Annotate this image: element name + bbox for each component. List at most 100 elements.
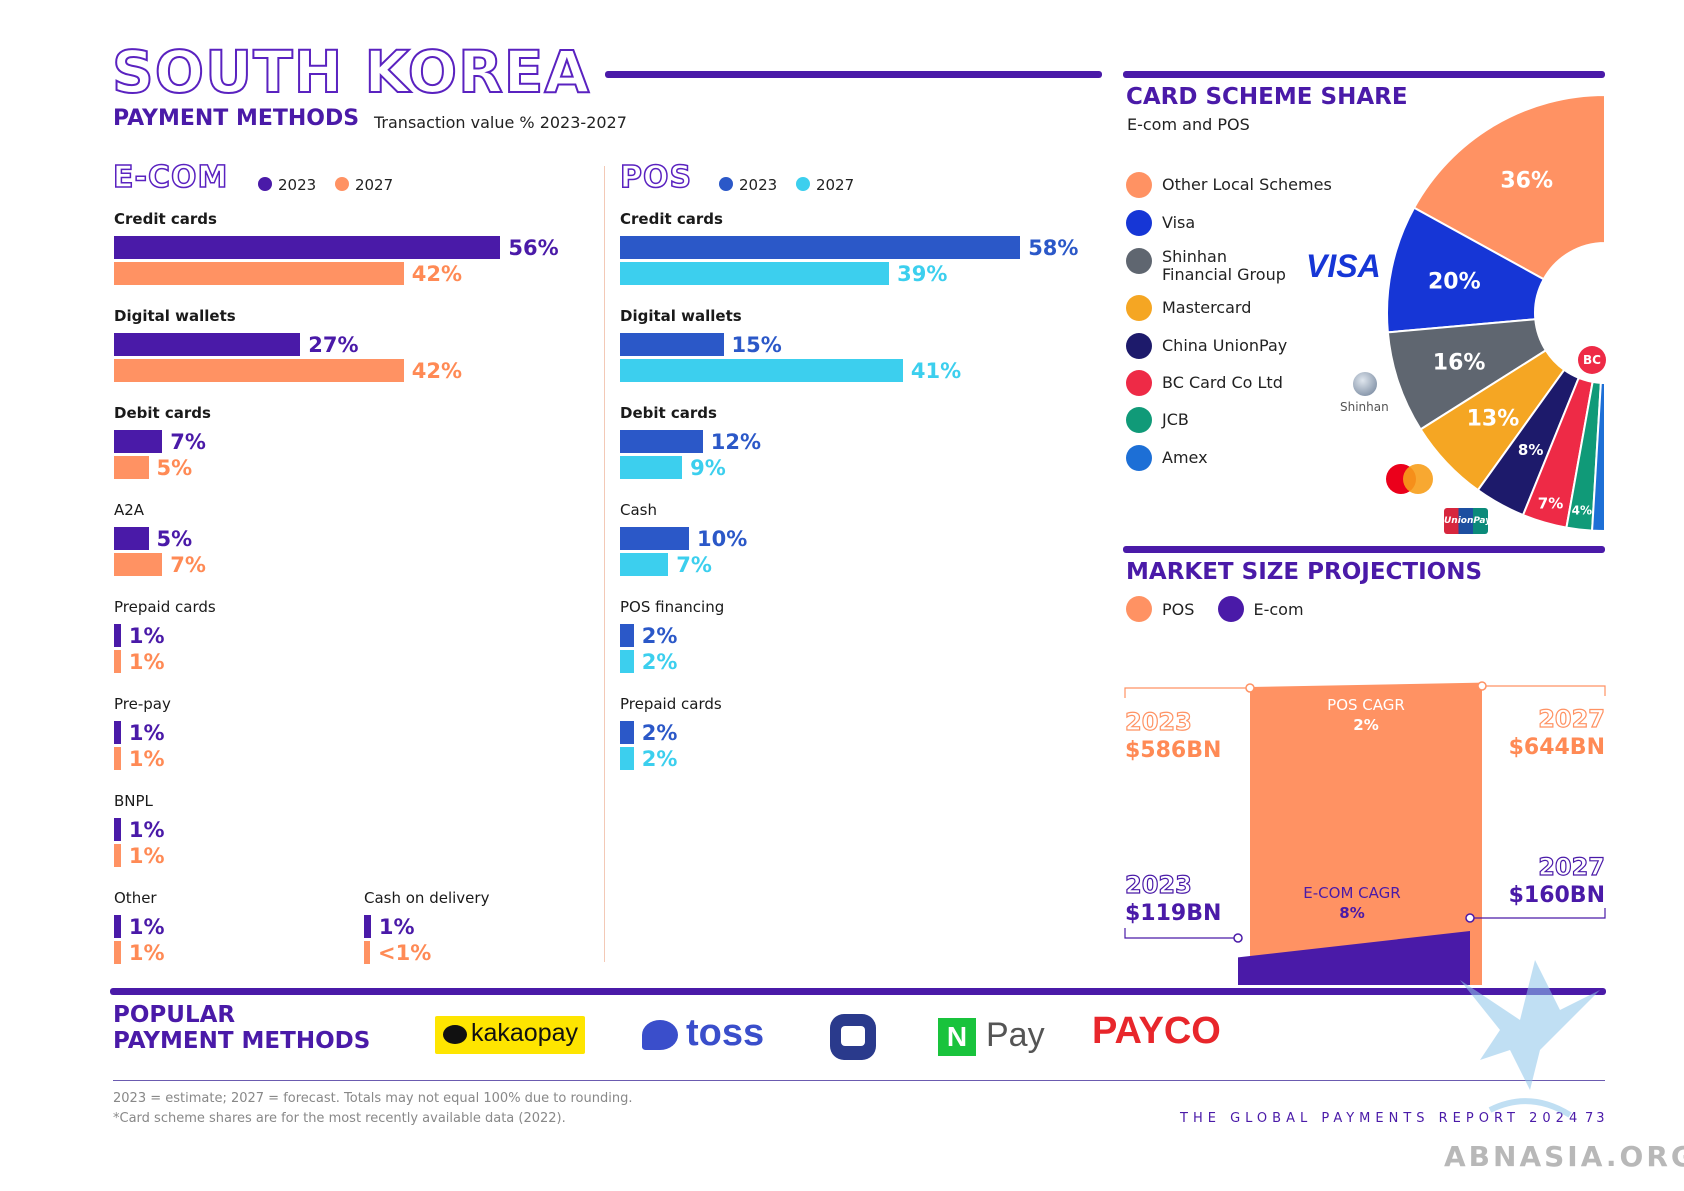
bar-value-credit-cards-2023: 56% (508, 236, 559, 260)
subtitle-note: Transaction value % 2023-2027 (374, 113, 627, 132)
ecom-start-year: 2023 (1125, 871, 1192, 899)
bar-other-2027 (114, 941, 121, 964)
bar-bnpl-2027 (114, 844, 121, 867)
npay-logo: N Pay (938, 1014, 1068, 1060)
legend-dot-visa (1126, 210, 1152, 236)
bar-value-credit-cards-2027: 39% (897, 262, 948, 286)
pos-end-point (1477, 681, 1487, 691)
bar-label-a2a: A2A (114, 501, 145, 519)
pos-cagr-label: POS CAGR (1327, 696, 1405, 714)
bc-card-logo-icon: BC (1578, 346, 1606, 374)
page-number: 73 (1585, 1111, 1608, 1126)
legend-dot-china-unionpay (1126, 333, 1152, 359)
report-name: THE GLOBAL PAYMENTS REPORT 2024 (1180, 1111, 1583, 1126)
pie-slice-visa (1386, 206, 1546, 334)
ecom-end-value: $160BN (1509, 883, 1605, 908)
ecom-start-value: $119BN (1125, 901, 1221, 926)
ecom-guide-right (1470, 908, 1606, 919)
market-size-title: MARKET SIZE PROJECTIONS (1126, 559, 1483, 585)
eagle-tail-shape (1488, 1098, 1572, 1118)
bar-cash-on-delivery-2023 (364, 915, 371, 938)
legend-label-ecom: E-com (1253, 600, 1304, 619)
ecom-area (1238, 931, 1470, 985)
bar-pos-financing-2027 (620, 650, 634, 673)
mastercard-orange-circle (1403, 464, 1433, 494)
bar-value-digital-wallets-2023: 27% (308, 333, 359, 357)
bar-pre-pay-2027 (114, 747, 121, 770)
bar-value-debit-cards-2027: 9% (690, 456, 726, 480)
mastercard-logo-icon (1386, 464, 1434, 494)
bar-label-debit-cards: Debit cards (114, 404, 211, 422)
bar-value-prepaid-cards-2027: 2% (641, 747, 678, 771)
payco-logo: PAYCO (1092, 1010, 1221, 1052)
bar-digital-wallets-2027 (620, 359, 903, 382)
bar-digital-wallets-2023 (620, 333, 724, 356)
bar-a2a-2023 (114, 527, 149, 550)
ecom-end-point (1465, 913, 1475, 923)
bar-prepaid-cards-2023 (114, 624, 121, 647)
bar-digital-wallets-2027 (114, 359, 404, 382)
pie-label-shinhan-financial-group: 16% (1433, 350, 1486, 375)
popular-title-line1: POPULAR (113, 1002, 236, 1028)
bar-label-debit-cards: Debit cards (620, 404, 717, 422)
bar-label-prepaid-cards: Prepaid cards (620, 695, 722, 713)
bar-value-debit-cards-2023: 7% (170, 430, 206, 454)
bar-value-digital-wallets-2027: 42% (411, 359, 463, 383)
bar-label-pre-pay: Pre-pay (114, 695, 171, 713)
legend-dot-shinhan-financial-group (1126, 248, 1152, 274)
legend-label-2023: 2023 (278, 176, 317, 194)
legend-dot-2023 (258, 177, 272, 191)
bar-digital-wallets-2023 (114, 333, 301, 356)
bar-a2a-2027 (114, 553, 163, 576)
bar-debit-cards-2027 (620, 456, 683, 479)
kakaopay-logo: kakaopay (435, 1016, 585, 1054)
wallet-app-icon (830, 1014, 876, 1060)
legend-label-pos: POS (1162, 600, 1195, 619)
popular-rule (110, 988, 1606, 995)
pos-end-year: 2027 (1538, 705, 1605, 733)
bar-label-bnpl: BNPL (114, 792, 153, 810)
legend-dot-2027 (334, 177, 349, 191)
visa-logo-icon: VISA (1306, 248, 1381, 284)
bar-label-cash-on-delivery: Cash on delivery (364, 889, 490, 907)
bar-label-credit-cards: Credit cards (620, 210, 723, 228)
pos-cagr-value: 2% (1353, 716, 1378, 734)
bar-value-other-2027: 1% (128, 941, 165, 965)
bar-value-a2a-2027: 7% (170, 553, 206, 577)
bar-bnpl-2023 (114, 818, 121, 841)
bar-label-digital-wallets: Digital wallets (620, 307, 742, 325)
pos-title: POS (619, 159, 693, 196)
pos-start-point (1245, 683, 1255, 693)
pie-label-visa: 20% (1428, 269, 1481, 294)
bar-other-2023 (114, 915, 121, 938)
card-scheme-rule (1123, 71, 1605, 78)
legend-dot-ecom (1217, 596, 1244, 622)
popular-title-line2: PAYMENT METHODS (113, 1028, 371, 1054)
bar-value-cash-2023: 10% (697, 527, 748, 551)
ecom-end-year: 2027 (1538, 853, 1605, 881)
pos-legend-label-2027: 2027 (815, 176, 855, 194)
bar-value-credit-cards-2023: 58% (1028, 236, 1079, 260)
bar-value-digital-wallets-2023: 15% (731, 333, 782, 357)
ecom-title: E-COM (112, 159, 229, 196)
pie-label-other-local-schemes: 36% (1500, 168, 1553, 193)
legend-label-shinhan-financial-group: Shinhan Financial Group (1162, 247, 1286, 284)
bar-value-bnpl-2027: 1% (128, 844, 165, 868)
bar-label-cash: Cash (620, 501, 657, 519)
bar-value-cash-on-delivery-2023: 1% (378, 915, 415, 939)
bar-label-pos-financing: POS financing (620, 598, 725, 616)
ecom-guide-left (1124, 928, 1238, 939)
bar-prepaid-cards-2027 (620, 747, 634, 770)
bar-value-credit-cards-2027: 42% (411, 262, 463, 286)
card-scheme-pie: 36% 20% 16% 13% 8% 7% 4% 2% (1386, 95, 1605, 545)
bar-value-a2a-2023: 5% (156, 527, 193, 551)
shinhan-logo-label: Shinhan (1340, 400, 1389, 414)
toss-wordmark: toss (686, 1012, 765, 1054)
kakao-bubble-icon (443, 1025, 467, 1044)
pie-slice-amex (1591, 381, 1605, 533)
kakaopay-wordmark: kakaopay (471, 1019, 579, 1047)
legend-label-bc-card-co-ltd: BC Card Co Ltd (1162, 373, 1283, 392)
legend-label-amex: Amex (1162, 448, 1208, 467)
pie-label-bc-card-co-ltd: 7% (1538, 494, 1563, 512)
bar-credit-cards-2023 (114, 236, 501, 259)
